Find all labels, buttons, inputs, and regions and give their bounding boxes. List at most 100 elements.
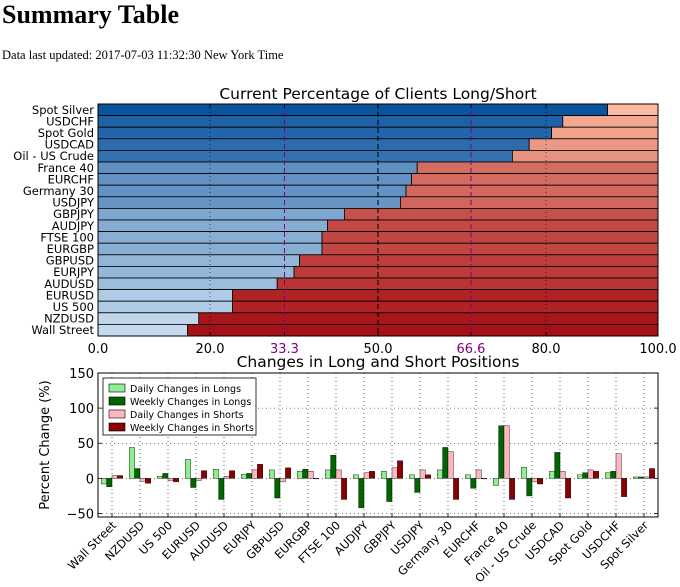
page-title: Summary Table (2, 0, 179, 29)
x-tick-label: 66.6 (456, 342, 485, 357)
chart1-gridlines (209, 104, 547, 336)
change-bar (302, 469, 309, 479)
change-bar (531, 478, 538, 483)
change-bar (156, 476, 163, 479)
change-bar (465, 474, 471, 479)
change-bar (409, 474, 415, 479)
long-bar (97, 126, 553, 140)
change-bar (475, 469, 482, 479)
category-label: GBPJPY (53, 207, 95, 221)
chart2-plot-frame (97, 372, 659, 518)
legend-swatch (108, 396, 126, 406)
long-bar (97, 196, 401, 209)
short-bar (231, 289, 659, 302)
change-bar (526, 478, 533, 497)
change-bar (391, 467, 398, 479)
long-bar (97, 300, 233, 314)
legend-label: Weekly Changes in Shorts (130, 423, 254, 434)
category-label: GBPUSD (46, 254, 94, 268)
chart1-title: Current Percentage of Clients Long/Short (219, 85, 536, 103)
long-bar (97, 207, 345, 221)
category-label: EURJPY (53, 265, 95, 279)
change-bar (503, 425, 510, 479)
last-updated-text: Data last updated: 2017-07-03 11:32:30 N… (2, 48, 284, 62)
chart2-bars (100, 425, 656, 509)
category-label: USDCAD (45, 138, 94, 152)
category-label: EURUSD (46, 288, 94, 302)
change-bar (638, 476, 645, 479)
legend-label: Daily Changes in Longs (130, 384, 241, 395)
change-bar (386, 478, 393, 502)
category-label: AUDJPY (52, 219, 95, 233)
long-bar (97, 323, 188, 337)
change-bar (195, 478, 202, 481)
category-label: FTSE 100 (40, 230, 94, 244)
short-bar (231, 300, 659, 314)
change-bar (257, 464, 263, 479)
category-label: Germany 30 (23, 184, 94, 198)
y-tick-label: 150 (69, 367, 94, 382)
change-bar (111, 475, 118, 479)
short-bar (327, 219, 659, 233)
change-bar (610, 471, 617, 479)
change-bar (313, 478, 319, 480)
category-label: AUDUSD (44, 277, 94, 291)
change-bar (307, 471, 314, 479)
y-tick-label: 100 (69, 402, 94, 417)
change-bar (397, 460, 403, 479)
change-bar (521, 466, 527, 479)
legend-swatch (108, 383, 126, 393)
short-bar (528, 138, 659, 151)
long-bar (97, 219, 329, 233)
chart2-title: Changes in Long and Short Positions (237, 353, 520, 371)
y-tick-label: −50 (67, 507, 94, 522)
change-bar (633, 476, 639, 479)
long-bar (97, 265, 295, 279)
change-bar (279, 478, 286, 483)
short-bar (405, 184, 659, 198)
short-bar (399, 196, 659, 209)
x-tick-label: 20.0 (196, 342, 225, 357)
short-bar (321, 231, 659, 244)
y-tick-label: 0 (86, 472, 94, 487)
x-tick-label: 80.0 (532, 342, 561, 357)
change-bar (414, 478, 421, 493)
change-bar (615, 453, 622, 479)
legend-label: Daily Changes in Shorts (130, 410, 244, 421)
change-bar (335, 469, 342, 479)
chart2-y-ticks: −50 0 50 100 150 (67, 367, 658, 522)
long-bar (97, 138, 530, 151)
long-bar (97, 312, 200, 325)
category-label: Spot Silver (32, 103, 94, 117)
change-bar (381, 471, 387, 479)
short-bar (512, 149, 659, 163)
change-bar (442, 447, 449, 479)
change-bar (325, 469, 331, 479)
change-bar (559, 471, 566, 479)
change-bar (240, 473, 247, 479)
long-bar (97, 184, 407, 198)
short-bar (276, 277, 659, 291)
change-bar (128, 447, 135, 479)
change-bar (117, 475, 124, 479)
long-bar (97, 231, 323, 244)
short-bar (343, 207, 659, 221)
change-bar (353, 474, 359, 479)
change-bar (145, 478, 151, 484)
short-bar (299, 254, 659, 267)
change-bar (481, 478, 487, 480)
change-bar (453, 478, 459, 500)
x-tick-label: 100.0 (639, 342, 676, 357)
short-bar (293, 265, 659, 279)
category-label: EURCHF (48, 172, 94, 186)
legend-label: Weekly Changes in Longs (130, 397, 251, 408)
change-bar (285, 467, 291, 479)
long-bar (97, 149, 513, 163)
change-bar (437, 469, 443, 479)
x-tick-label: 0.0 (88, 342, 109, 357)
change-bar (274, 478, 281, 499)
change-bar (605, 472, 611, 479)
category-label: EURGBP (47, 242, 94, 256)
short-bar (416, 161, 659, 175)
